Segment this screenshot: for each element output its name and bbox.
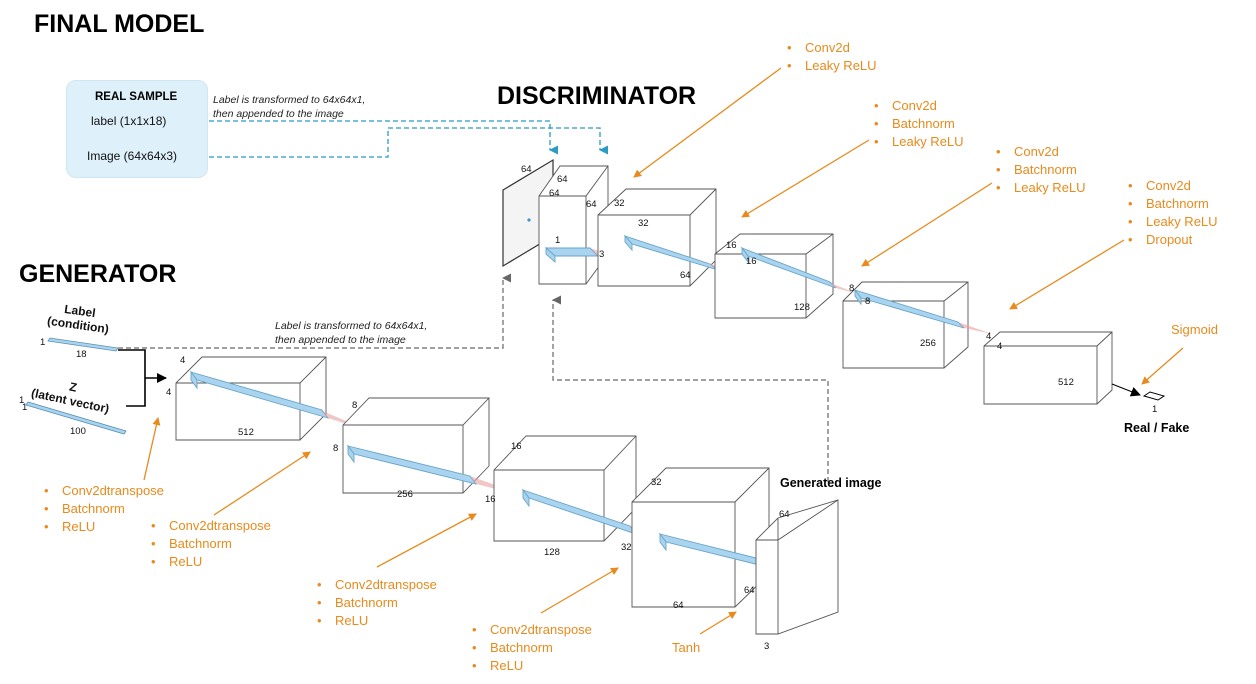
- real-sample-connectors: [185, 121, 600, 157]
- z-dim-len: 100: [70, 426, 86, 437]
- disc-anno-4-op3: Leaky ReLU: [1128, 213, 1218, 231]
- disc-label-note-line1: Label is transformed to 64x64x1,: [213, 93, 365, 107]
- gen-label-note: Label is transformed to 64x64x1, then ap…: [275, 319, 427, 347]
- disc-label-note-line2: then appended to the image: [213, 107, 365, 121]
- gen-b4-dim-c: 64: [673, 600, 684, 611]
- main-title: FINAL MODEL: [34, 10, 204, 39]
- gen-b3-dim-c: 128: [544, 547, 560, 558]
- disc-b2-dim-c: 64: [680, 270, 691, 281]
- gen-anno-4-op2: Batchnorm: [472, 639, 592, 657]
- gen-b5-dim-h: 64: [779, 509, 790, 520]
- gen-b5-dim-w: 64: [744, 585, 755, 596]
- disc-b5-dim-c: 512: [1058, 377, 1074, 388]
- gen-anno-2-op3: ReLU: [151, 553, 271, 571]
- label-dim-side: 1: [40, 337, 45, 348]
- disc-anno-3-op3: Leaky ReLU: [996, 179, 1086, 197]
- gen-anno-2-op2: Batchnorm: [151, 535, 271, 553]
- gen-anno-4-op3: ReLU: [472, 657, 592, 675]
- generator-input-bracket: [118, 350, 166, 406]
- disc-b4-dim-h: 8: [849, 283, 854, 294]
- gen-anno-3-op3: ReLU: [317, 612, 437, 630]
- disc-img-dim-w: 64: [549, 188, 560, 199]
- gen-b3-dim-w: 16: [485, 494, 496, 505]
- disc-anno-2: Conv2d Batchnorm Leaky ReLU: [874, 97, 964, 151]
- gen-b4-dim-h: 32: [651, 477, 662, 488]
- discriminator-title: DISCRIMINATOR: [497, 82, 696, 111]
- disc-anno-1: Conv2d Leaky ReLU: [787, 39, 877, 75]
- real-sample-image-item: Image (64x64x3): [87, 149, 177, 163]
- gen-label-note-line2: then appended to the image: [275, 333, 427, 347]
- disc-final-dim: 1: [1152, 404, 1157, 415]
- gen-anno-3: Conv2dtranspose Batchnorm ReLU: [317, 576, 437, 630]
- gen-anno-4: Conv2dtranspose Batchnorm ReLU: [472, 621, 592, 675]
- gen-b3-dim-h: 16: [511, 441, 522, 452]
- disc-anno-2-op3: Leaky ReLU: [874, 133, 964, 151]
- gen-anno-1-op3: ReLU: [44, 518, 164, 536]
- z-dim-side2: 1: [22, 402, 27, 413]
- disc-b1-dim-k: 1: [555, 235, 560, 246]
- disc-anno-4-op1: Conv2d: [1128, 177, 1218, 195]
- gen-b2-dim-h: 8: [352, 400, 357, 411]
- disc-anno-4-op2: Batchnorm: [1128, 195, 1218, 213]
- disc-anno-4-op4: Dropout: [1128, 231, 1218, 249]
- disc-block-5: [984, 332, 1112, 404]
- disc-anno-2-op2: Batchnorm: [874, 115, 964, 133]
- disc-block-4: [843, 282, 992, 368]
- disc-b1-dim-h: 64: [557, 174, 568, 185]
- disc-b1-dim-k2: 3: [599, 249, 604, 260]
- gen-b4-dim-w: 32: [621, 542, 632, 553]
- disc-anno-1-op2: Leaky ReLU: [787, 57, 877, 75]
- gen-anno-1-op2: Batchnorm: [44, 500, 164, 518]
- disc-b5-dim-h: 4: [986, 331, 991, 342]
- generator-title: GENERATOR: [19, 260, 176, 289]
- disc-b5-dim-w: 4: [997, 341, 1002, 352]
- disc-img-dim-h: 64: [521, 164, 532, 175]
- disc-anno-3-op2: Batchnorm: [996, 161, 1086, 179]
- disc-b4-dim-c: 256: [920, 338, 936, 349]
- gen-anno-2-op1: Conv2dtranspose: [151, 517, 271, 535]
- disc-b3-dim-c: 128: [794, 302, 810, 313]
- real-fake-label: Real / Fake: [1124, 421, 1189, 435]
- disc-anno-3-op1: Conv2d: [996, 143, 1086, 161]
- tanh-anno: Tanh: [672, 639, 700, 657]
- gen-b2-dim-c: 256: [397, 489, 413, 500]
- gen-b1-dim-h: 4: [180, 355, 185, 366]
- gen-b2-dim-w: 8: [333, 443, 338, 454]
- gen-anno-3-op2: Batchnorm: [317, 594, 437, 612]
- label-dim-len: 18: [76, 349, 87, 360]
- gen-b5-dim-c: 3: [764, 641, 769, 652]
- disc-anno-3: Conv2d Batchnorm Leaky ReLU: [996, 143, 1086, 197]
- disc-b1-dim-w: 64: [586, 199, 597, 210]
- gen-b1-dim-c: 512: [238, 427, 254, 438]
- disc-anno-1-op1: Conv2d: [787, 39, 877, 57]
- generated-image-label: Generated image: [780, 476, 881, 490]
- gen-label-note-line1: Label is transformed to 64x64x1,: [275, 319, 427, 333]
- disc-b2-dim-w: 32: [638, 218, 649, 229]
- real-sample-title: REAL SAMPLE: [95, 91, 177, 103]
- disc-anno-2-op1: Conv2d: [874, 97, 964, 115]
- disc-output: [1112, 384, 1164, 400]
- gen-anno-2: Conv2dtranspose Batchnorm ReLU: [151, 517, 271, 571]
- disc-anno-4: Conv2d Batchnorm Leaky ReLU Dropout: [1128, 177, 1218, 249]
- real-sample-label-item: label (1x1x18): [91, 114, 166, 128]
- gen-b1-dim-w: 4: [166, 387, 171, 398]
- disc-label-note: Label is transformed to 64x64x1, then ap…: [213, 93, 365, 121]
- gen-anno-3-op1: Conv2dtranspose: [317, 576, 437, 594]
- disc-b2-dim-h: 32: [614, 198, 625, 209]
- sigmoid-anno: Sigmoid: [1171, 321, 1218, 339]
- disc-b4-dim-w: 8: [865, 296, 870, 307]
- disc-b3-dim-w: 16: [746, 256, 757, 267]
- disc-b3-dim-h: 16: [726, 240, 737, 251]
- gen-anno-1: Conv2dtranspose Batchnorm ReLU: [44, 482, 164, 536]
- gen-anno-4-op1: Conv2dtranspose: [472, 621, 592, 639]
- gen-anno-1-op1: Conv2dtranspose: [44, 482, 164, 500]
